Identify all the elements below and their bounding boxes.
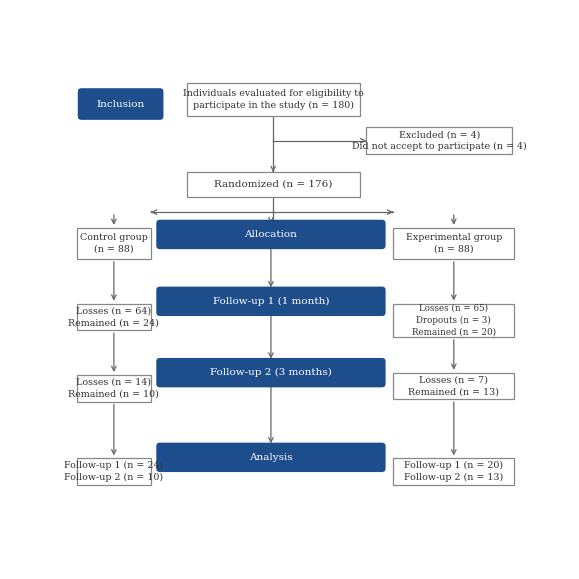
Bar xyxy=(393,303,514,337)
Text: Losses (n = 7)
Remained (n = 13): Losses (n = 7) Remained (n = 13) xyxy=(408,375,499,397)
FancyBboxPatch shape xyxy=(156,442,386,472)
Text: Allocation: Allocation xyxy=(244,230,298,239)
FancyBboxPatch shape xyxy=(156,358,386,387)
FancyBboxPatch shape xyxy=(156,287,386,316)
Text: Individuals evaluated for eligibility to
participate in the study (n = 180): Individuals evaluated for eligibility to… xyxy=(183,89,364,110)
FancyBboxPatch shape xyxy=(156,219,386,249)
Bar xyxy=(367,127,512,154)
Bar xyxy=(77,228,151,259)
Bar xyxy=(77,375,151,402)
FancyBboxPatch shape xyxy=(78,88,163,120)
Bar xyxy=(393,228,514,259)
Text: Control group
(n = 88): Control group (n = 88) xyxy=(80,233,148,254)
Bar xyxy=(187,172,360,196)
Text: Inclusion: Inclusion xyxy=(97,100,145,108)
Text: Analysis: Analysis xyxy=(249,453,293,462)
Text: Losses (n = 14)
Remained (n = 10): Losses (n = 14) Remained (n = 10) xyxy=(68,378,159,399)
Bar xyxy=(77,303,151,330)
Text: Follow-up 1 (1 month): Follow-up 1 (1 month) xyxy=(212,297,329,306)
Text: Randomized (n = 176): Randomized (n = 176) xyxy=(214,180,332,189)
Text: Follow-up 2 (3 months): Follow-up 2 (3 months) xyxy=(210,368,332,377)
Bar xyxy=(393,373,514,400)
Text: Losses (n = 64)
Remained (n = 24): Losses (n = 64) Remained (n = 24) xyxy=(68,306,159,328)
Text: Follow-up 1 (n = 24)
Follow-up 2 (n = 10): Follow-up 1 (n = 24) Follow-up 2 (n = 10… xyxy=(64,461,163,482)
Bar xyxy=(393,458,514,485)
Text: Losses (n = 65)
Dropouts (n = 3)
Remained (n = 20): Losses (n = 65) Dropouts (n = 3) Remaine… xyxy=(412,303,496,337)
Bar xyxy=(77,458,151,485)
Text: Follow-up 1 (n = 20)
Follow-up 2 (n = 13): Follow-up 1 (n = 20) Follow-up 2 (n = 13… xyxy=(404,461,503,482)
Text: Excluded (n = 4)
Did not accept to participate (n = 4): Excluded (n = 4) Did not accept to parti… xyxy=(352,130,526,152)
Text: Experimental group
(n = 88): Experimental group (n = 88) xyxy=(406,233,502,254)
Bar xyxy=(187,83,360,116)
